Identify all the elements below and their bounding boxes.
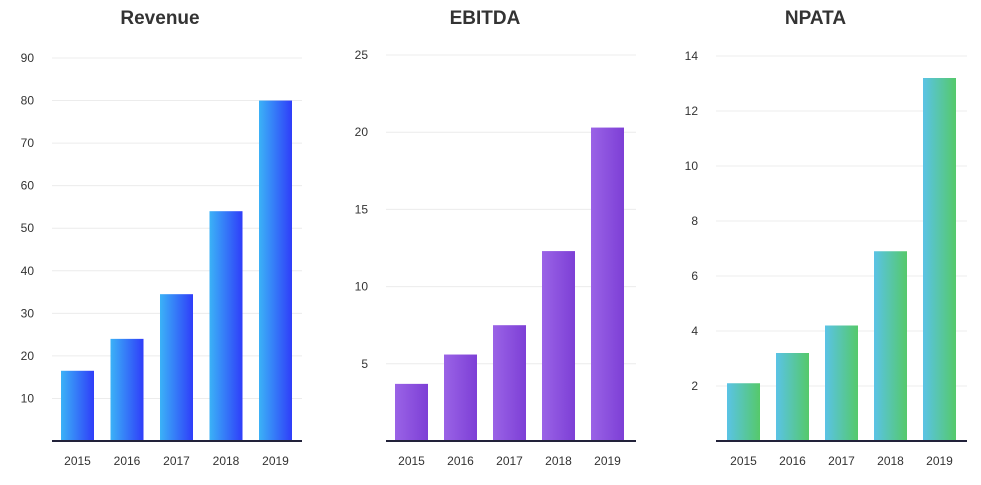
x-tick-label: 2019 [594, 454, 621, 468]
bar-2018 [874, 251, 907, 441]
bar-2016 [110, 338, 144, 441]
bar-2018 [209, 211, 243, 441]
revenue-chart: Revenue 10 20 30 40 50 60 70 80 90 2015 2016 2017 20… [0, 0, 320, 480]
y-tick-label: 4 [691, 324, 698, 338]
bar-2015 [61, 370, 94, 441]
x-tick-label: 2018 [213, 454, 240, 468]
y-tick-label: 30 [21, 306, 35, 320]
bar-2016 [444, 354, 477, 441]
bar-2019 [591, 127, 624, 442]
chart-title: NPATA [784, 8, 847, 29]
x-tick-label: 2018 [545, 454, 572, 468]
bar-2015 [395, 383, 428, 441]
ebitda-plot: 5 10 15 20 25 2015 2016 2017 2018 2019 [355, 48, 636, 468]
x-tick-label: 2017 [163, 454, 190, 468]
y-tick-label: 15 [355, 202, 369, 216]
y-tick-label: 90 [21, 51, 35, 65]
bar-2019 [259, 100, 292, 442]
x-tick-label: 2015 [730, 454, 757, 468]
y-tick-label: 70 [21, 136, 35, 150]
x-tick-label: 2016 [114, 454, 141, 468]
x-tick-label: 2016 [447, 454, 474, 468]
chart-title: Revenue [120, 8, 200, 29]
x-tick-label: 2016 [779, 454, 806, 468]
y-tick-label: 14 [685, 49, 699, 63]
y-tick-label: 6 [691, 269, 698, 283]
x-tick-label: 2017 [496, 454, 523, 468]
bar-2017 [493, 325, 526, 441]
bar-2015 [727, 383, 760, 441]
y-tick-label: 25 [355, 48, 369, 62]
bar-2019 [923, 78, 956, 441]
y-tick-label: 8 [691, 214, 698, 228]
y-tick-label: 2 [691, 379, 698, 393]
x-tick-label: 2017 [828, 454, 855, 468]
y-tick-label: 50 [21, 221, 35, 235]
y-tick-label: 10 [21, 391, 35, 405]
bar-2017 [160, 294, 193, 441]
revenue-plot: 10 20 30 40 50 60 70 80 90 2015 2016 2017 2018 2019 [21, 51, 302, 468]
y-tick-label: 12 [685, 104, 699, 118]
y-tick-label: 40 [21, 264, 35, 278]
bar-2018 [542, 251, 575, 441]
y-tick-label: 80 [21, 94, 35, 108]
y-tick-label: 60 [21, 179, 35, 193]
npata-plot: 2 4 6 8 10 12 14 2015 2016 2017 2018 2019 [685, 49, 967, 468]
bar-2017 [825, 325, 858, 441]
bar-2016 [776, 353, 809, 441]
y-tick-label: 20 [355, 125, 369, 139]
x-tick-label: 2019 [262, 454, 289, 468]
chart-title: EBITDA [449, 8, 521, 29]
y-tick-label: 20 [21, 349, 35, 363]
x-tick-label: 2015 [64, 454, 91, 468]
y-tick-label: 10 [685, 159, 699, 173]
x-tick-label: 2018 [877, 454, 904, 468]
ebitda-chart: EBITDA 5 10 15 20 25 2015 2016 2017 2018 2019 [320, 0, 650, 480]
npata-chart: NPATA 2 4 6 8 10 12 14 2015 2016 2017 2018 2019 [650, 0, 981, 480]
y-tick-label: 10 [355, 280, 369, 294]
x-tick-label: 2015 [398, 454, 425, 468]
y-tick-label: 5 [361, 357, 368, 371]
x-tick-label: 2019 [926, 454, 953, 468]
